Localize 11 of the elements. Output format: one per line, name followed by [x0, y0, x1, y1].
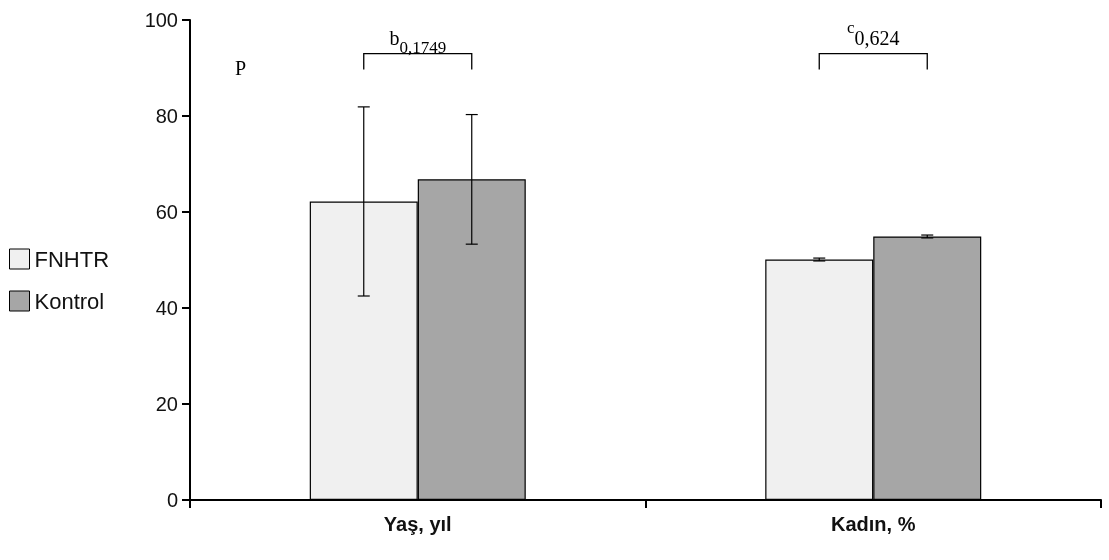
legend-label: FNHTR	[34, 246, 110, 272]
y-tick-label: 100	[144, 9, 178, 31]
x-tick-label: Kadın, %	[831, 513, 916, 535]
y-tick-label: 60	[155, 201, 178, 223]
y-tick-label: 20	[155, 393, 178, 415]
y-tick-label: 40	[155, 297, 178, 319]
legend-label: Kontrol	[34, 288, 105, 314]
x-tick-label: Yaş, yıl	[383, 513, 452, 535]
y-tick-label: 0	[166, 489, 178, 511]
y-tick-label: 80	[155, 105, 178, 127]
annotation: P	[235, 57, 247, 79]
